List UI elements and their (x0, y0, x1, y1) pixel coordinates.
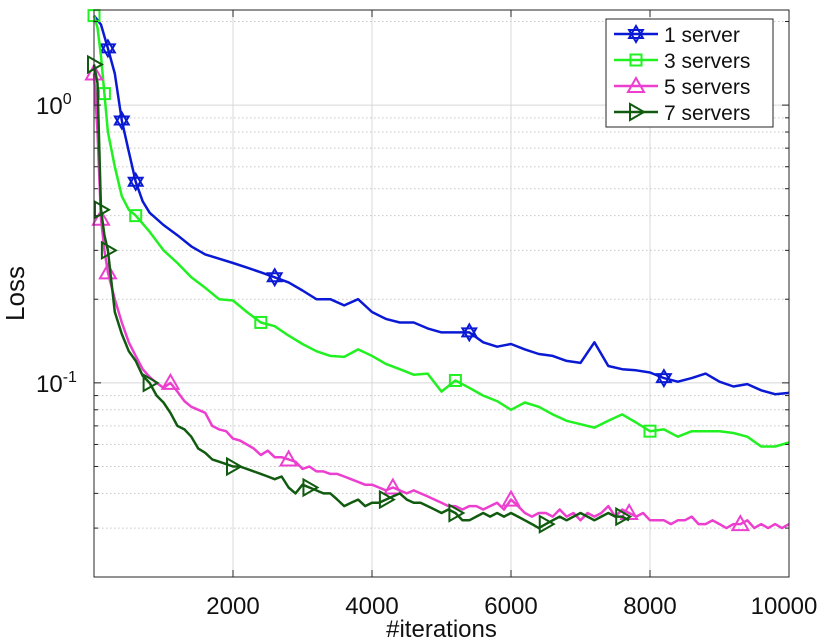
triangle-up-marker (626, 75, 646, 93)
legend-entry: 3 servers (614, 50, 750, 73)
hexagram-marker (627, 23, 645, 45)
square-marker (629, 53, 643, 67)
axes (93, 9, 790, 578)
x-tick-label: 8000 (623, 593, 676, 620)
legend-entry: 1 server (614, 23, 740, 47)
hexagram-marker (127, 171, 145, 192)
axes-box (93, 9, 790, 578)
hexagram-marker (460, 322, 478, 343)
triangle-right-marker (448, 503, 466, 523)
triangle-right-marker (100, 240, 118, 261)
legend: 1 server 3 servers 5 servers 7 servers (605, 18, 774, 128)
hexagram-marker (99, 38, 117, 59)
triangle-right-marker (302, 477, 320, 498)
series-2 (87, 9, 790, 448)
legend-label: 7 servers (664, 102, 750, 125)
legend-label: 1 server (664, 24, 740, 47)
legend-entry: 5 servers (614, 75, 750, 99)
triangle-right-marker (378, 489, 396, 510)
tick-labels: 2000 4000 6000 8000 10000 10-1 100 (36, 91, 817, 620)
legend-label: 5 servers (664, 76, 750, 99)
triangle-up-marker (160, 372, 181, 390)
square-marker (643, 424, 657, 438)
triangle-right-marker (629, 102, 647, 122)
series-line (92, 15, 790, 448)
triangle-up-marker (278, 449, 299, 467)
series-line (92, 64, 630, 530)
triangle-up-marker (98, 262, 118, 280)
x-tick-label: 6000 (484, 593, 537, 620)
series-layer (84, 9, 790, 534)
y-axis-label: Loss (0, 266, 30, 321)
x-tick-label: 10000 (751, 593, 818, 620)
triangle-right-marker (615, 506, 633, 527)
triangle-right-marker (87, 54, 105, 75)
x-axis-label: #iterations (386, 616, 497, 640)
hexagram-marker (266, 267, 284, 288)
series-1 (93, 14, 790, 396)
triangle-right-marker (538, 514, 556, 534)
triangle-right-marker (142, 373, 160, 393)
square-marker (129, 209, 143, 223)
triangle-up-marker (383, 477, 403, 495)
series-line (92, 73, 790, 530)
triangle-up-marker (730, 514, 751, 532)
hexagram-marker (113, 110, 131, 131)
y-tick-label: 100 (36, 91, 72, 120)
triangle-right-marker (226, 456, 244, 477)
triangle-up-marker (501, 489, 521, 507)
triangle-right-marker (93, 200, 111, 220)
x-tick-label: 2000 (206, 593, 259, 620)
square-marker (448, 373, 462, 387)
legend-entry: 7 servers (614, 102, 750, 125)
y-tick-label: 10-1 (36, 369, 77, 398)
hexagram-marker (655, 368, 673, 389)
series-line (93, 14, 790, 396)
series-4 (87, 54, 633, 534)
square-marker (254, 315, 268, 329)
x-tick-label: 4000 (345, 593, 398, 620)
legend-label: 3 servers (664, 50, 750, 73)
